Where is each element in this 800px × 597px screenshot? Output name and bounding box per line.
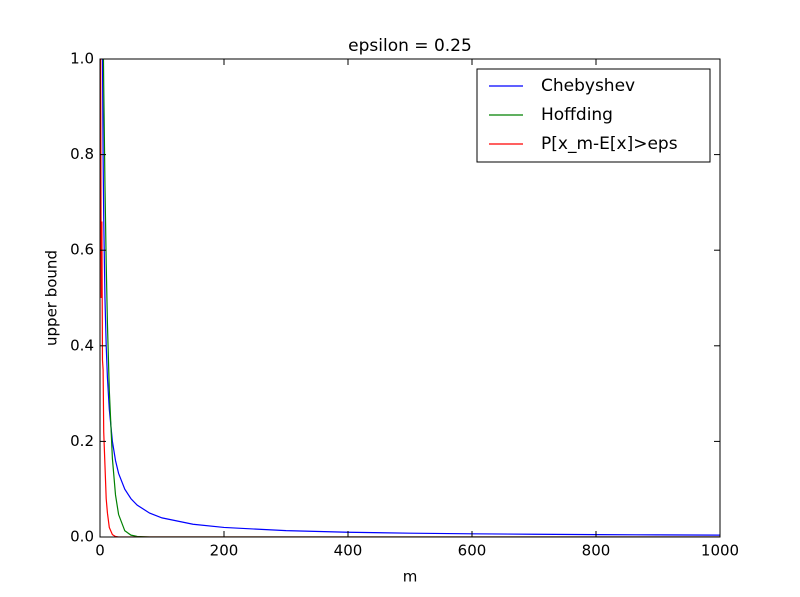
series-line xyxy=(100,59,720,537)
y-tick-label: 0.6 xyxy=(70,241,94,259)
y-tick-label: 1.0 xyxy=(70,50,94,68)
x-tick-label: 400 xyxy=(334,542,363,560)
x-tick-label: 0 xyxy=(95,542,105,560)
y-tick-label: 0.2 xyxy=(70,432,94,450)
series-line xyxy=(102,59,720,537)
y-tick-label: 0.4 xyxy=(70,336,94,354)
plot-lines xyxy=(100,59,720,537)
series-line xyxy=(101,59,720,536)
x-tick-label: 800 xyxy=(582,542,611,560)
legend-label: Hoffding xyxy=(541,105,613,125)
x-tick-label: 1000 xyxy=(701,542,739,560)
x-axis-label: m xyxy=(403,568,418,586)
x-tick-label: 200 xyxy=(210,542,239,560)
plot-frame xyxy=(99,58,721,538)
x-tick-label: 600 xyxy=(458,542,487,560)
chart-title: epsilon = 0.25 xyxy=(348,36,472,56)
legend-label: Chebyshev xyxy=(541,76,635,96)
y-tick-label: 0.8 xyxy=(70,145,94,163)
y-tick-label: 0.0 xyxy=(70,528,94,546)
legend-label: P[x_m-E[x]>eps xyxy=(541,134,678,154)
legend: Chebyshev Hoffding P[x_m-E[x]>eps xyxy=(476,68,711,163)
y-axis-label: upper bound xyxy=(43,250,61,346)
